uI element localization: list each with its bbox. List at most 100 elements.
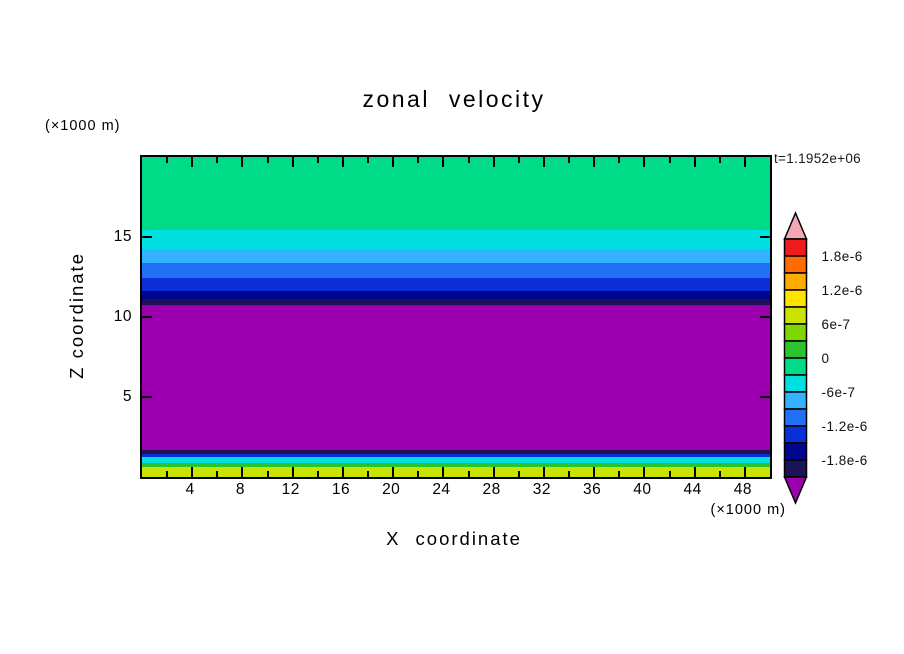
x-tick-label: 4	[185, 481, 195, 498]
x-axis-tick	[643, 157, 646, 167]
x-axis-tick	[392, 467, 395, 477]
x-axis-tick	[693, 157, 696, 167]
colorbar-label: 1.2e-6	[822, 283, 863, 298]
x-axis-tick	[316, 157, 319, 163]
y-axis-label-text: Z coordinate	[66, 251, 87, 379]
contour-band	[142, 157, 770, 230]
contour-band	[142, 277, 770, 291]
colorbar-segment	[783, 374, 808, 393]
x-axis-tick	[643, 467, 646, 477]
y-tick-label: 15	[113, 228, 132, 245]
x-axis-tick	[492, 467, 495, 477]
colorbar-bottom-arrow	[783, 476, 808, 505]
x-axis-tick	[166, 157, 169, 163]
plot-title: zonal velocity	[362, 86, 546, 112]
colorbar-segment	[783, 306, 808, 325]
x-axis-tick	[668, 157, 671, 163]
x-axis-tick	[241, 157, 244, 167]
contour-band	[142, 466, 770, 477]
x-axis-tick	[341, 467, 344, 477]
y-tick-label: 10	[113, 308, 132, 325]
contour-band	[142, 249, 770, 264]
contour-band	[142, 453, 770, 457]
x-tick-label: 44	[683, 481, 702, 498]
colorbar-segment	[783, 340, 808, 359]
y-axis-label: Z coordinate	[66, 155, 88, 475]
x-tick-label: 40	[633, 481, 652, 498]
x-axis-tick	[517, 157, 520, 163]
x-axis-tick	[593, 467, 596, 477]
x-axis-unit: (×1000 m)	[710, 502, 786, 518]
colorbar-label: -1.2e-6	[822, 419, 868, 434]
x-tick-label: 12	[281, 481, 300, 498]
x-axis-tick	[517, 471, 520, 477]
x-axis-tick	[668, 471, 671, 477]
y-axis-tick	[142, 396, 152, 398]
colorbar-segment	[783, 425, 808, 444]
y-axis-tick	[760, 236, 770, 238]
x-tick-labels: 4 8 12 16 20 24 28 32 36 40 44 48	[140, 481, 768, 503]
x-axis-tick	[191, 467, 194, 477]
x-axis-tick	[417, 157, 420, 163]
y-axis-tick	[760, 316, 770, 318]
contour-band	[142, 290, 770, 300]
x-axis-tick	[392, 157, 395, 167]
colorbar-segment	[783, 459, 808, 478]
colorbar-segment	[783, 357, 808, 376]
x-tick-label: 16	[331, 481, 351, 498]
x-axis-tick	[743, 157, 746, 167]
colorbar-segment	[783, 442, 808, 461]
y-axis-tick	[760, 396, 770, 398]
x-tick-label: 24	[432, 481, 451, 498]
y-tick-label: 5	[122, 388, 132, 405]
contour-band	[142, 305, 770, 450]
x-tick-label: 20	[382, 481, 401, 498]
colorbar-label: 6e-7	[822, 317, 851, 332]
plot-area	[140, 155, 772, 479]
x-axis-tick	[718, 471, 721, 477]
x-axis-label: X coordinate	[386, 528, 522, 549]
x-axis-tick	[291, 467, 294, 477]
x-axis-tick	[542, 157, 545, 167]
colorbar-label: -1.8e-6	[822, 453, 868, 468]
colorbar-svg: 1.8e-6 1.2e-6 6e-7 0 -6e-7 -1.2e-6 -1.8e-6	[783, 211, 868, 505]
contour-band	[142, 299, 770, 305]
x-tick-label: 36	[583, 481, 602, 498]
x-axis-tick	[266, 157, 269, 163]
x-axis-tick	[718, 157, 721, 163]
x-axis-tick	[191, 157, 194, 167]
x-axis-tick	[291, 157, 294, 167]
contour-band	[142, 462, 770, 467]
x-axis-tick	[492, 157, 495, 167]
x-tick-label: 8	[235, 481, 246, 498]
colorbar: 1.8e-6 1.2e-6 6e-7 0 -6e-7 -1.2e-6 -1.8e-6	[783, 211, 904, 512]
x-axis-tick	[442, 467, 445, 477]
x-tick-label: 48	[733, 481, 752, 498]
x-axis-tick	[593, 157, 596, 167]
x-axis-tick	[542, 467, 545, 477]
contour-band	[142, 449, 770, 454]
colorbar-label: 1.8e-6	[822, 249, 863, 264]
x-axis-tick	[216, 157, 219, 163]
x-axis-tick	[568, 157, 571, 163]
x-axis-tick	[367, 157, 370, 163]
x-axis-tick	[743, 467, 746, 477]
x-axis-tick	[442, 157, 445, 167]
colorbar-segment	[783, 408, 808, 427]
x-axis-tick	[241, 467, 244, 477]
colorbar-segment	[783, 238, 808, 257]
x-tick-label: 32	[532, 481, 552, 498]
y-axis-tick	[142, 236, 152, 238]
x-axis-tick	[367, 471, 370, 477]
time-annotation: t=1.1952e+06	[774, 151, 861, 166]
colorbar-segment	[783, 391, 808, 410]
x-axis-tick	[618, 157, 621, 163]
x-axis-tick	[568, 471, 571, 477]
y-axis-unit: (×1000 m)	[45, 118, 121, 134]
x-axis-tick	[417, 471, 420, 477]
x-axis-tick	[467, 157, 470, 163]
x-axis-tick	[316, 471, 319, 477]
x-axis-tick	[341, 157, 344, 167]
x-axis-tick	[618, 471, 621, 477]
